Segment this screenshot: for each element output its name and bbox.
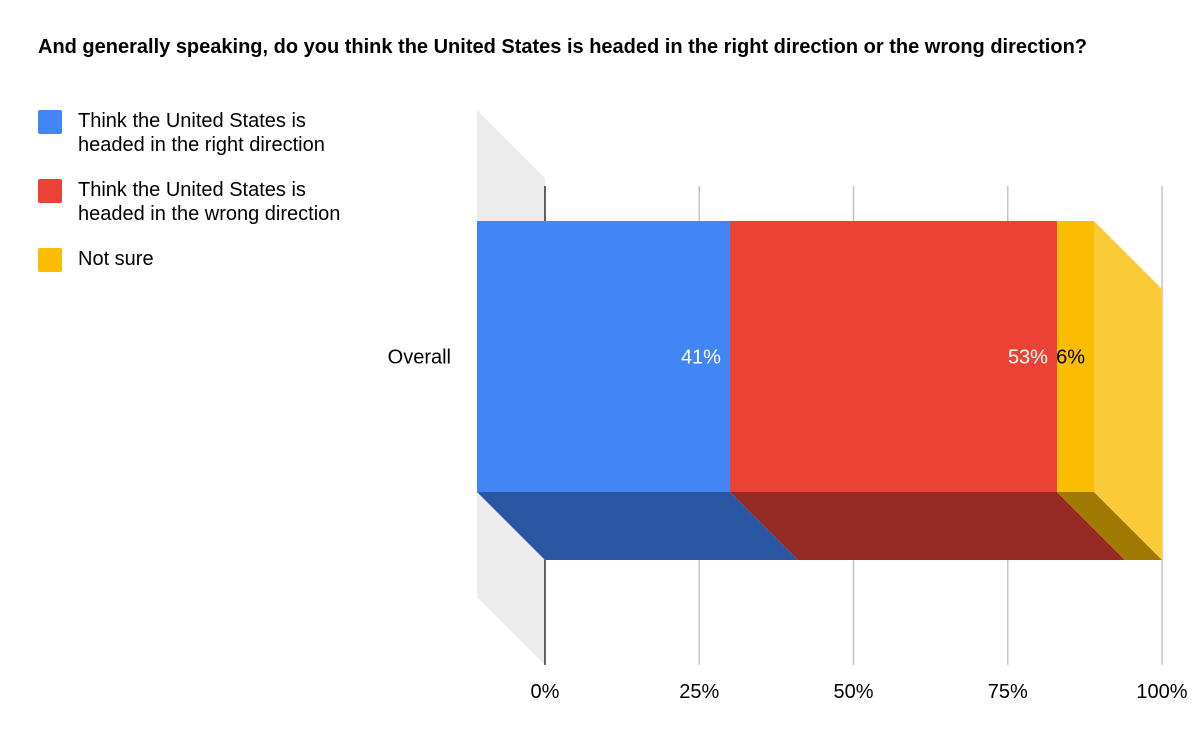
bar-segment-0 (477, 221, 730, 492)
legend-label-wrong-direction: Think the United States is headed in the… (78, 179, 341, 225)
bar-side-face (1094, 221, 1162, 560)
bar-bottom-face-0 (477, 492, 798, 560)
x-tick-label: 25% (679, 681, 719, 703)
bar-segment-1 (729, 221, 1057, 492)
legend-label-right-direction: Think the United States is headed in the… (78, 110, 325, 156)
legend-item-wrong-direction[interactable]: Think the United States is headed in the… (38, 178, 358, 226)
legend: Think the United States is headed in the… (38, 109, 358, 292)
legend-swatch-right-direction (38, 110, 62, 134)
legend-swatch-not-sure (38, 248, 62, 272)
x-tick-label: 50% (833, 681, 873, 703)
category-label: Overall (388, 347, 451, 369)
data-label-0: 41% (681, 347, 721, 369)
legend-item-not-sure[interactable]: Not sure (38, 247, 358, 272)
x-tick-label: 100% (1136, 681, 1187, 703)
bar-segment-2 (1056, 221, 1094, 492)
legend-label-not-sure: Not sure (78, 248, 154, 270)
bar-bottom-face-2 (1056, 492, 1162, 560)
legend-item-right-direction[interactable]: Think the United States is headed in the… (38, 109, 358, 157)
legend-swatch-wrong-direction (38, 179, 62, 203)
chart-title: And generally speaking, do you think the… (38, 36, 1088, 58)
x-tick-label: 0% (531, 681, 560, 703)
data-label-1: 53% (1008, 347, 1048, 369)
x-tick-label: 75% (988, 681, 1028, 703)
data-label-2: 6% (1056, 347, 1085, 369)
bar-bottom-face-1 (729, 492, 1125, 560)
